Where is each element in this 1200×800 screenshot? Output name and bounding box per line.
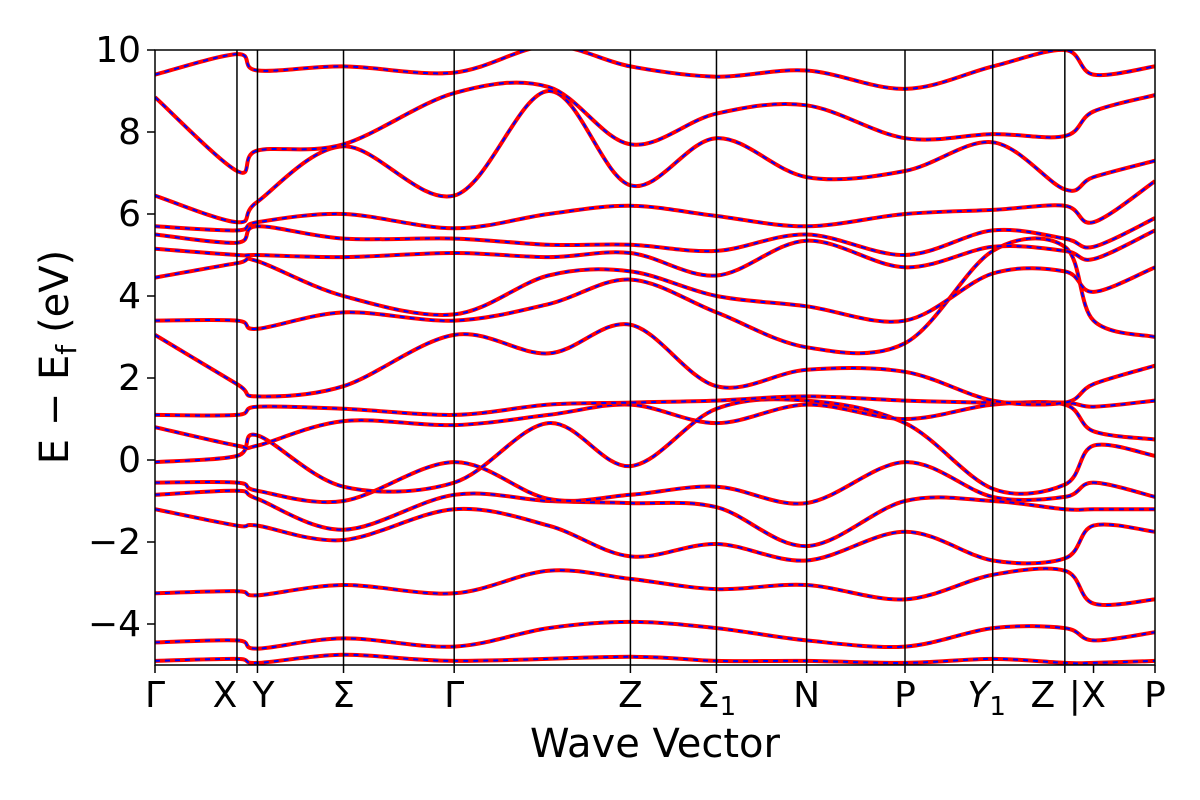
kpoint-separators	[236, 50, 1066, 665]
y-axis-ticks: 10 8 6 4 2 0 −2 −4	[88, 30, 155, 645]
x-tick-label-5: Z	[618, 675, 643, 716]
band-overlay-line-9	[155, 323, 1155, 406]
x-axis-ticks: Γ X Y Σ Γ Z Σ1 N P Y1 Z | X P	[145, 665, 1166, 722]
y-tick-label-3: 4	[118, 276, 141, 317]
y-tick-label-5: 0	[118, 440, 141, 481]
x-tick-label-6: Σ1	[697, 675, 736, 722]
x-tick-label-7: N	[793, 675, 820, 716]
band-overlay-line-10	[155, 237, 1155, 355]
y-axis-title-subscript: f	[50, 344, 83, 355]
x-tick-label-9: Y1	[967, 675, 1006, 722]
x-tick-label-1: X	[213, 675, 238, 716]
y-tick-label-4: 2	[118, 358, 141, 399]
band-overlay-line-8	[155, 395, 1155, 417]
y-axis-title-unit: (eV)	[32, 250, 78, 333]
band-line-14	[155, 179, 1155, 233]
band-overlay-line-1	[155, 620, 1155, 650]
band-line-11	[155, 256, 1155, 324]
x-tick-label-2: Y	[251, 675, 275, 716]
x-tick-label-10: Z	[1031, 675, 1056, 716]
band-line-2	[155, 566, 1155, 607]
y-axis-title-main: E − E	[32, 355, 78, 465]
y-tick-label-2: 6	[118, 194, 141, 235]
band-overlay-line-15	[155, 89, 1155, 224]
band-overlay-line-0	[155, 653, 1155, 665]
band-overlay-line-3	[155, 507, 1155, 565]
band-overlay-line-2	[155, 567, 1155, 606]
band-line-16	[155, 80, 1155, 175]
y-tick-label-7: −4	[88, 604, 141, 645]
band-overlay-line-11	[155, 257, 1155, 323]
band-overlay-line-17	[155, 50, 1155, 90]
band-line-9	[155, 322, 1155, 407]
band-line-6	[155, 397, 1155, 496]
band-overlay-line-13	[155, 217, 1155, 257]
band-overlay-line-7	[155, 401, 1155, 450]
plot-frame	[154, 49, 1156, 666]
y-axis-title: E − Ef (eV)	[32, 250, 83, 465]
band-line-8	[155, 394, 1155, 418]
band-line-13	[155, 216, 1155, 258]
x-tick-label-8: P	[894, 675, 916, 716]
x-axis-title: Wave Vector	[530, 721, 781, 767]
band-overlay-line-16	[155, 81, 1155, 174]
band-overlay-line-4	[155, 489, 1155, 548]
band-line-1	[155, 619, 1155, 651]
y-tick-label-6: −2	[88, 522, 141, 563]
band-line-15	[155, 88, 1155, 225]
band-overlay-line-12	[155, 229, 1155, 277]
x-tick-label-12: X	[1081, 675, 1106, 716]
x-tick-label-4: Γ	[444, 675, 464, 716]
band-overlay-line-5	[155, 461, 1155, 505]
x-tick-label-11: |	[1069, 675, 1081, 716]
band-overlay-line-6	[155, 398, 1155, 495]
bands-layer	[155, 50, 1155, 665]
x-tick-label-13: P	[1144, 675, 1166, 716]
y-tick-label-0: 10	[95, 30, 141, 71]
x-tick-label-0: Γ	[145, 675, 165, 716]
x-tick-label-3: Σ	[332, 675, 355, 716]
y-tick-label-1: 8	[118, 112, 141, 153]
band-overlay-line-14	[155, 180, 1155, 232]
